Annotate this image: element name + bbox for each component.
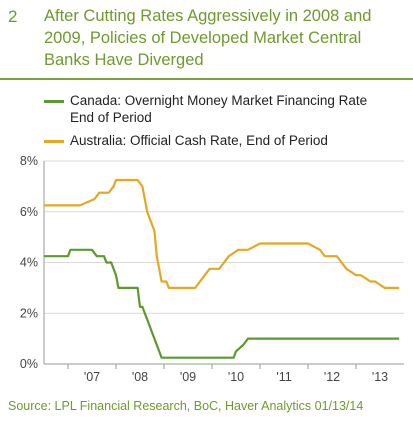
chart-title-line-3: Banks Have Diverged [44,51,204,69]
line-chart: 0% 2% 4% 6% 8% '07 '08 '09 '10 '11 '12 '13 [20,154,404,384]
x-tick-label-3: '10 [228,370,244,384]
chart-title-line-1: After Cutting Rates Aggressively in 2008… [44,7,372,25]
x-tick-label-0: '07 [84,370,100,384]
series-line-canada [44,248,400,359]
y-tick-label-3: 6% [20,205,38,219]
title-divider [0,78,413,80]
source-note: Source: LPL Financial Research, BoC, Hav… [8,399,364,413]
legend-label-australia: Australia: Official Cash Rate, End of Pe… [70,133,328,148]
figure-number: 2 [8,7,18,26]
y-tick-label-4: 8% [20,154,38,168]
chart-title: After Cutting Rates Aggressively in 2008… [44,5,404,71]
chart-title-line-2: 2009, Policies of Developed Market Centr… [44,29,362,47]
chart-header: 2 After Cutting Rates Aggressively in 20… [0,0,413,78]
legend-swatch-australia [44,140,64,143]
legend-swatch-canada [44,100,64,103]
legend-label-canada-line-2: End of Period [70,110,152,125]
series-line-australia [44,178,400,289]
x-tick-label-5: '12 [324,370,340,384]
legend-label-canada-line-1: Canada: Overnight Money Market Financing… [70,93,368,108]
x-tick-label-6: '13 [372,370,388,384]
y-tick-label-0: 0% [20,357,38,371]
x-tick-label-2: '09 [180,370,196,384]
y-tick-label-2: 4% [20,256,38,270]
x-tick-label-1: '08 [132,370,148,384]
x-tick-label-4: '11 [276,370,291,384]
chart-legend: Canada: Overnight Money Market Financing… [0,88,413,158]
y-tick-label-1: 2% [20,306,38,320]
